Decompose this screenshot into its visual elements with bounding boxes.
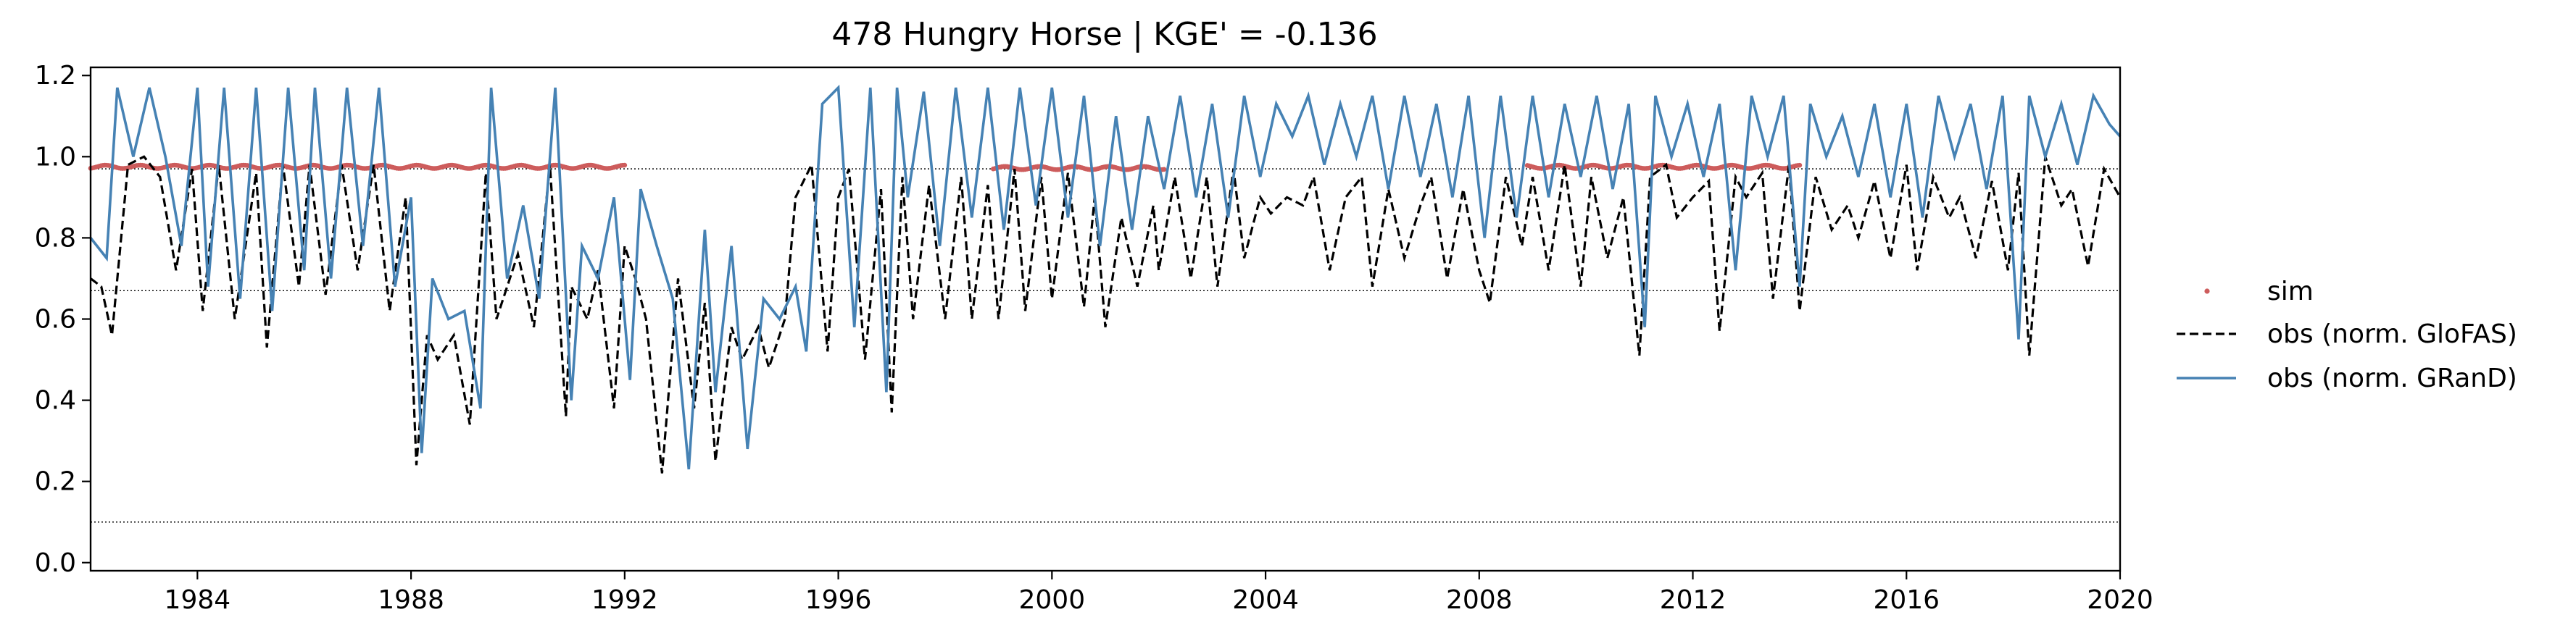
x-tick-label: 2020 [2087,585,2153,615]
y-tick-label: 1.2 [35,61,76,91]
legend-sim-label: sim [2267,277,2314,306]
legend-grand-label: obs (norm. GRanD) [2267,364,2517,393]
x-tick-label: 2008 [1446,585,1513,615]
y-tick-label: 0.4 [35,386,76,416]
x-tick-label: 1988 [378,585,444,615]
legend: sim obs (norm. GloFAS) obs (norm. GRanD) [2177,277,2517,393]
y-tick-label: 0.8 [35,223,76,253]
y-tick-label: 0.0 [35,548,76,578]
y-axis: 0.0 0.2 0.4 0.6 0.8 1.0 1.2 [35,61,91,578]
x-tick-label: 2016 [1873,585,1940,615]
legend-glofas-label: obs (norm. GloFAS) [2267,319,2517,349]
x-tick-label: 1984 [165,585,231,615]
sim-point [622,162,628,168]
y-tick-label: 0.2 [35,467,76,497]
y-tick-label: 0.6 [35,305,76,335]
x-tick-label: 2012 [1660,585,1727,615]
plot-background [91,67,2120,571]
sim-point [1161,167,1167,172]
obs-grand-line [89,84,2122,470]
x-axis: 1984 1988 1992 1996 2000 2004 2008 2012 2016 2020 [165,571,2153,615]
x-tick-label: 2004 [1232,585,1299,615]
chart-title: 478 Hungry Horse | KGE' = -0.136 [831,16,1377,53]
legend-sim-marker [2204,288,2210,294]
x-tick-label: 2000 [1019,585,1086,615]
x-tick-label: 1996 [805,585,872,615]
plot-area [88,66,2122,572]
sim-point [1797,162,1803,168]
x-tick-label: 1992 [591,585,658,615]
y-tick-label: 1.0 [35,142,76,172]
